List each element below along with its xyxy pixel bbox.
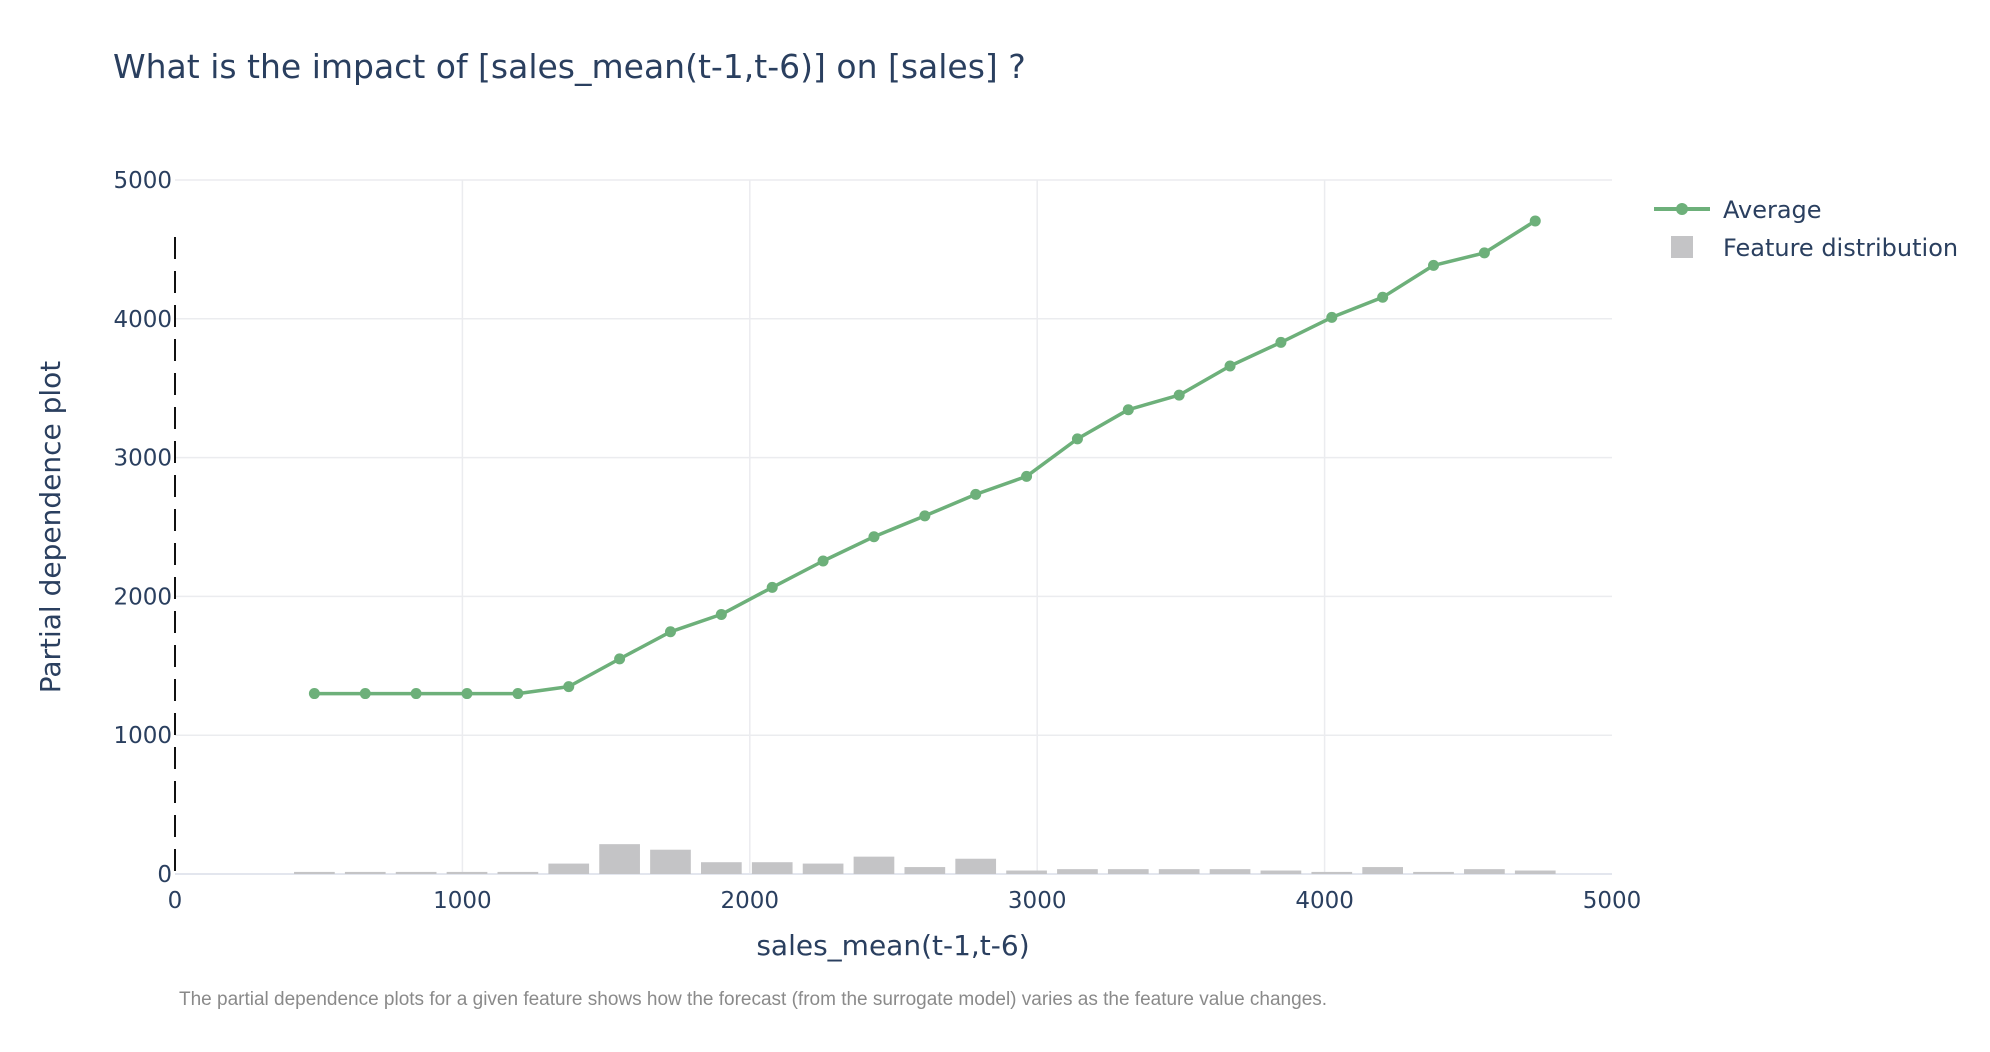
average-point — [868, 531, 880, 543]
y-tick-label: 0 — [157, 862, 172, 888]
distribution-bar — [955, 858, 997, 874]
average-point — [1478, 247, 1490, 259]
axis-ticks: 0 1000 2000 3000 4000 5000 0 1000 2000 3000 4000 50… — [113, 168, 1641, 914]
chart-caption: The partial dependence plots for a given… — [179, 989, 1327, 1010]
average-point — [664, 626, 676, 638]
average-point — [410, 688, 422, 700]
average-point — [1122, 404, 1134, 416]
feature-distribution-bars — [294, 844, 1556, 874]
distribution-bar — [344, 871, 386, 874]
average-point — [1428, 259, 1440, 271]
average-point — [308, 688, 320, 700]
distribution-bar — [395, 871, 437, 874]
legend-item-average[interactable]: Average — [1654, 196, 1822, 224]
average-point — [1529, 215, 1541, 227]
legend[interactable]: Average Feature distribution — [1654, 196, 1958, 262]
distribution-bar — [1311, 871, 1353, 874]
distribution-bar — [802, 863, 844, 874]
average-point — [919, 510, 931, 522]
distribution-bar — [1209, 869, 1251, 874]
distribution-bar — [1413, 871, 1454, 874]
distribution-bar — [1057, 869, 1098, 874]
average-point — [1275, 336, 1287, 348]
distribution-bar — [650, 849, 691, 874]
x-tick-label: 5000 — [1583, 888, 1642, 914]
y-tick-label: 5000 — [113, 168, 172, 194]
y-axis-title: Partial dependence plot — [34, 361, 67, 694]
x-axis-title: sales_mean(t-1,t-6) — [756, 929, 1029, 962]
legend-distribution-swatch-icon — [1671, 236, 1693, 258]
y-tick-label: 1000 — [113, 723, 172, 749]
legend-label-feature-distribution: Feature distribution — [1723, 234, 1958, 262]
average-point — [359, 688, 371, 700]
distribution-bar — [1260, 870, 1302, 874]
distribution-bar — [1514, 870, 1556, 874]
y-tick-label: 3000 — [113, 446, 172, 472]
average-point — [1326, 311, 1338, 323]
average-point — [461, 688, 473, 700]
average-point — [1071, 433, 1083, 445]
average-point — [766, 581, 778, 593]
average-point — [614, 653, 626, 665]
distribution-bar — [700, 862, 742, 874]
distribution-bar — [599, 844, 640, 874]
distribution-bar — [1158, 869, 1200, 874]
distribution-bar — [853, 856, 895, 874]
x-tick-label: 1000 — [433, 888, 492, 914]
y-tick-label: 4000 — [113, 307, 172, 333]
average-series — [308, 215, 1541, 700]
legend-item-feature-distribution[interactable]: Feature distribution — [1671, 234, 1958, 262]
average-point — [1224, 360, 1236, 372]
legend-label-average: Average — [1723, 196, 1822, 224]
x-tick-label: 3000 — [1008, 888, 1067, 914]
distribution-bar — [1464, 869, 1505, 874]
distribution-bar — [294, 871, 335, 874]
average-point — [512, 688, 524, 700]
chart-title: What is the impact of [sales_mean(t-1,t-… — [113, 47, 1026, 86]
x-tick-label: 4000 — [1295, 888, 1354, 914]
distribution-bar — [497, 871, 539, 874]
average-point — [817, 555, 829, 567]
y-tick-label: 2000 — [113, 584, 172, 610]
average-point — [970, 488, 982, 500]
average-point — [715, 608, 727, 620]
distribution-bar — [1006, 870, 1047, 874]
average-point — [1377, 291, 1389, 303]
distribution-bar — [1107, 869, 1149, 874]
distribution-bar — [548, 863, 590, 874]
distribution-bar — [1362, 867, 1404, 874]
distribution-bar — [751, 862, 793, 874]
average-point — [563, 681, 575, 693]
x-tick-label: 2000 — [721, 888, 780, 914]
distribution-bar — [446, 871, 488, 874]
distribution-bar — [904, 867, 946, 874]
x-tick-label: 0 — [168, 888, 183, 914]
average-point — [1021, 470, 1033, 482]
average-point — [1173, 389, 1185, 401]
legend-average-marker-icon — [1676, 203, 1688, 215]
